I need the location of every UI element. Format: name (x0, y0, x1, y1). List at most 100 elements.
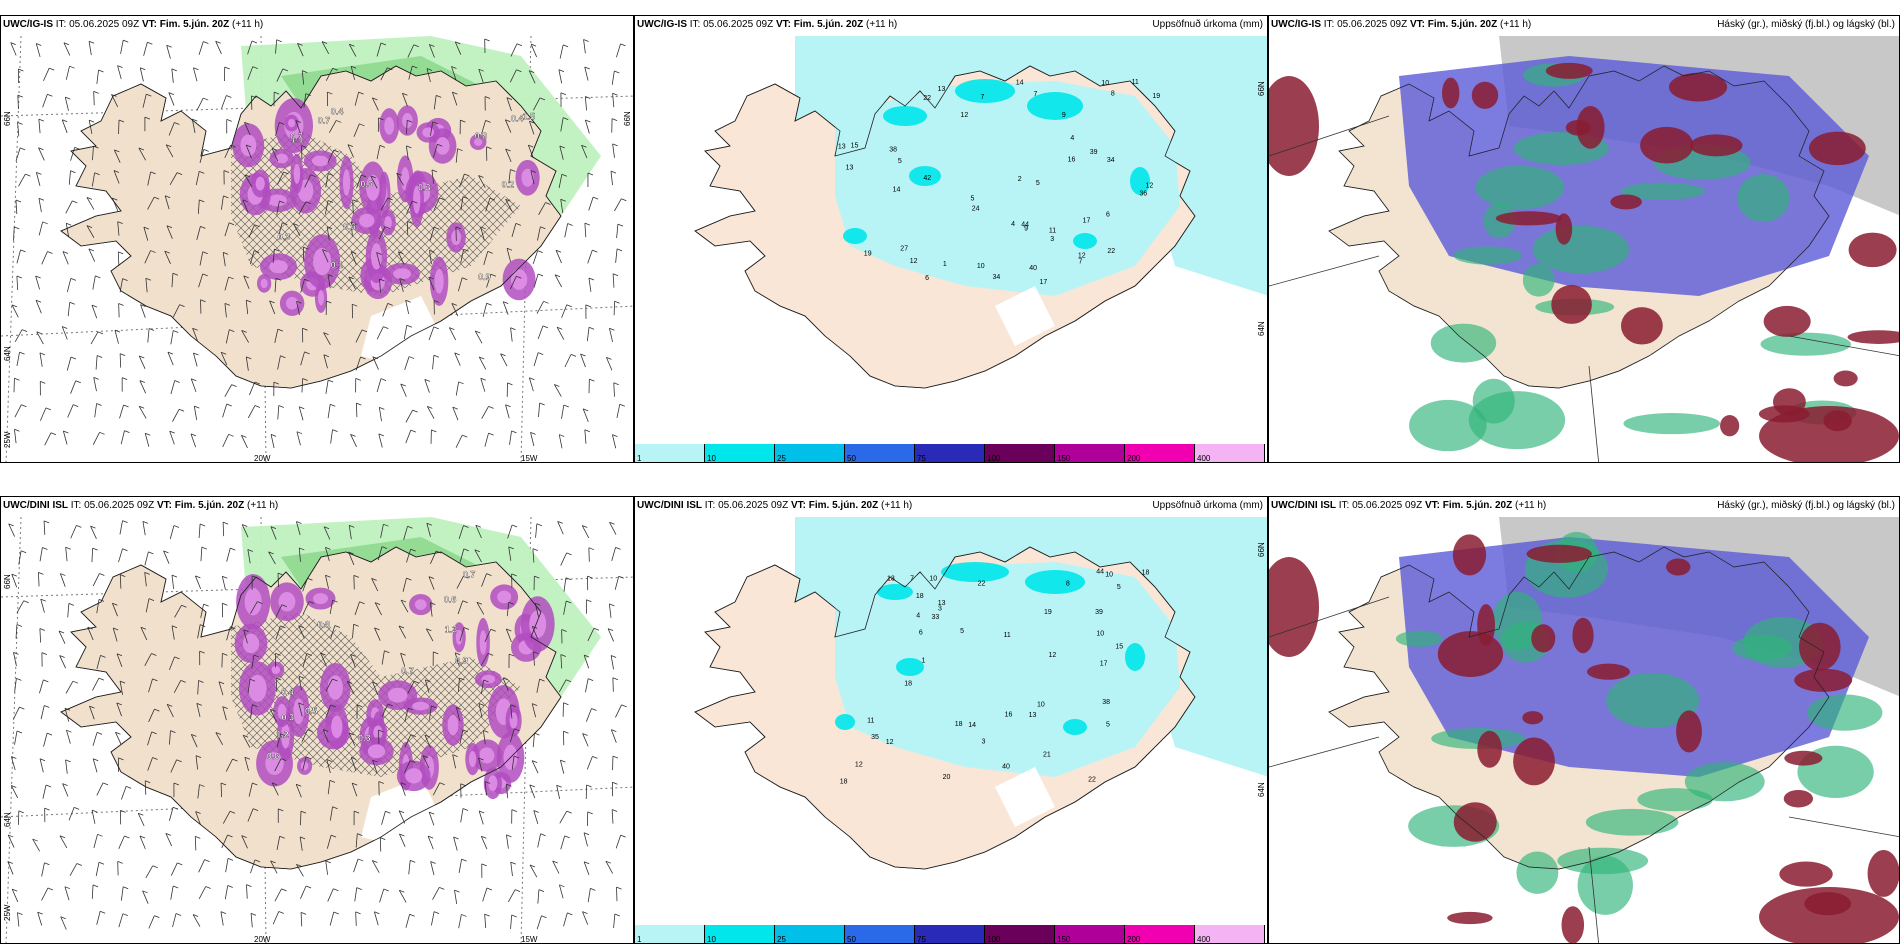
precip-value: 12 (1049, 652, 1057, 659)
precip-value: 11 (1004, 632, 1011, 639)
colorbar-label: 100 (987, 935, 1000, 944)
colorbar-label: 1 (637, 935, 641, 944)
precip-value: 15 (851, 142, 859, 149)
precip-map: 1722273839403642241219135441610138173412… (635, 36, 1268, 446)
precip-value: 19 (1044, 609, 1052, 616)
precip-value: 38 (889, 146, 897, 153)
colorbar-label: 25 (777, 935, 786, 944)
precip-value: 6 (919, 629, 923, 636)
precip-value: 18 (904, 681, 912, 688)
precip-panel-top: UWC/IG-IS IT: 05.06.2025 09Z VT: Fim. 5.… (634, 15, 1268, 463)
colorbar-segment: 400 (1195, 925, 1265, 943)
colorbar-segment: 100 (985, 925, 1055, 943)
precip-value: 10 (929, 576, 937, 583)
wind-map: 0.70.20.60.90.31.10.30.10.60.40.80.40.71… (1, 36, 634, 463)
precip-value: 13 (887, 576, 895, 583)
contour-label: 0.6 (267, 751, 280, 761)
lat-label-66: 66N (1257, 542, 1266, 557)
precip-title: Uppsöfnuð úrkoma (mm) (1152, 500, 1263, 511)
precip-value: 39 (1095, 609, 1103, 616)
precip-colorbar: 110255075100150200400 (635, 444, 1265, 462)
cloud-title: Háský (gr.), miðský (fj.bl.) og lágský (… (1717, 500, 1895, 511)
contour-label: 1.5 (523, 112, 536, 122)
colorbar-label: 100 (987, 454, 1000, 463)
lat-label-66-right: 66N (623, 111, 632, 126)
precip-value: 15 (1115, 643, 1123, 650)
precip-value: 22 (1107, 248, 1115, 255)
precip-value: 33 (931, 614, 939, 621)
cloud-map (1269, 517, 1900, 944)
precip-value: 11 (1049, 228, 1056, 235)
precip-value: 16 (1068, 156, 1076, 163)
precip-value: 4 (916, 613, 920, 620)
colorbar-label: 200 (1127, 935, 1140, 944)
precip-value: 13 (838, 144, 846, 151)
precip-value: 8 (1066, 581, 1070, 588)
precip-value: 3 (1050, 236, 1054, 243)
panel-title: UWC/IG-IS IT: 05.06.2025 09Z VT: Fim. 5.… (637, 19, 897, 30)
precip-value: 39 (1090, 149, 1098, 156)
contour-label: 0.5 (305, 706, 318, 716)
contour-label: 0.3 (282, 712, 295, 722)
colorbar-segment: 1 (635, 925, 705, 943)
contour-label: 0.3 (418, 183, 431, 193)
precip-value: 7 (981, 94, 985, 101)
precip-value: 34 (992, 274, 1000, 281)
lon-label-15: 15W (521, 454, 537, 463)
precip-value: 14 (1016, 79, 1024, 86)
precip-value: 1 (922, 658, 926, 665)
colorbar-segment: 25 (775, 925, 845, 943)
precip-value: 14 (893, 186, 901, 193)
precip-value: 18 (1142, 569, 1150, 576)
lat-label-66: 66N (1257, 81, 1266, 96)
cloud-map (1269, 36, 1900, 463)
colorbar-label: 200 (1127, 454, 1140, 463)
cloud-title: Háský (gr.), miðský (fj.bl.) og lágský (… (1717, 19, 1895, 30)
precip-value: 13 (938, 86, 946, 93)
colorbar-label: 75 (917, 935, 926, 944)
colorbar-label: 25 (777, 454, 786, 463)
precip-value: 42 (923, 175, 931, 182)
precip-value: 10 (1105, 571, 1113, 578)
precip-value: 5 (1036, 180, 1040, 187)
contour-label: 0.8 (475, 131, 488, 141)
colorbar-segment: 200 (1125, 444, 1195, 462)
precip-value: 5 (960, 628, 964, 635)
precip-value: 27 (900, 246, 908, 253)
precip-value: 5 (898, 158, 902, 165)
colorbar-segment: 50 (845, 444, 915, 462)
precip-value: 19 (1152, 93, 1160, 100)
lat-label-64: 64N (3, 346, 12, 361)
panel-title: UWC/IG-IS IT: 05.06.2025 09Z VT: Fim. 5.… (1271, 19, 1531, 30)
precip-value: 22 (923, 95, 931, 102)
precip-value: 10 (1101, 80, 1109, 87)
wind-panel-bottom: UWC/DINI ISL IT: 05.06.2025 09Z VT: Fim.… (0, 496, 634, 944)
lat-label-64: 64N (3, 812, 12, 827)
cloud-panel-top: UWC/IG-IS IT: 05.06.2025 09Z VT: Fim. 5.… (1268, 15, 1900, 463)
precip-value: 9 (1062, 112, 1066, 119)
precip-value: 20 (943, 774, 951, 781)
precip-value: 2 (1018, 176, 1022, 183)
lon-label-20: 20W (254, 454, 270, 463)
panel-title: UWC/DINI ISL IT: 05.06.2025 09Z VT: Fim.… (3, 500, 278, 511)
precip-value: 17 (1100, 661, 1108, 668)
colorbar-segment: 25 (775, 444, 845, 462)
precip-value: 24 (972, 205, 980, 212)
contour-label: 0.7 (401, 666, 414, 676)
precip-value: 12 (910, 258, 918, 265)
colorbar-label: 10 (707, 454, 716, 463)
precip-value: 1 (943, 261, 947, 268)
panel-title: UWC/IG-IS IT: 05.06.2025 09Z VT: Fim. 5.… (3, 19, 263, 30)
precip-value: 13 (846, 165, 854, 172)
contour-label: 1.3 (445, 624, 458, 634)
colorbar-label: 10 (707, 935, 716, 944)
precip-value: 11 (1132, 79, 1139, 86)
colorbar-segment: 50 (845, 925, 915, 943)
precip-value: 7 (1078, 259, 1082, 266)
colorbar-label: 1 (637, 454, 641, 463)
lon-label-15: 15W (521, 935, 537, 944)
precip-value: 12 (1145, 182, 1153, 189)
contour-label: 0.1 (331, 260, 344, 270)
precip-value: 17 (1039, 279, 1047, 286)
colorbar-segment: 400 (1195, 444, 1265, 462)
